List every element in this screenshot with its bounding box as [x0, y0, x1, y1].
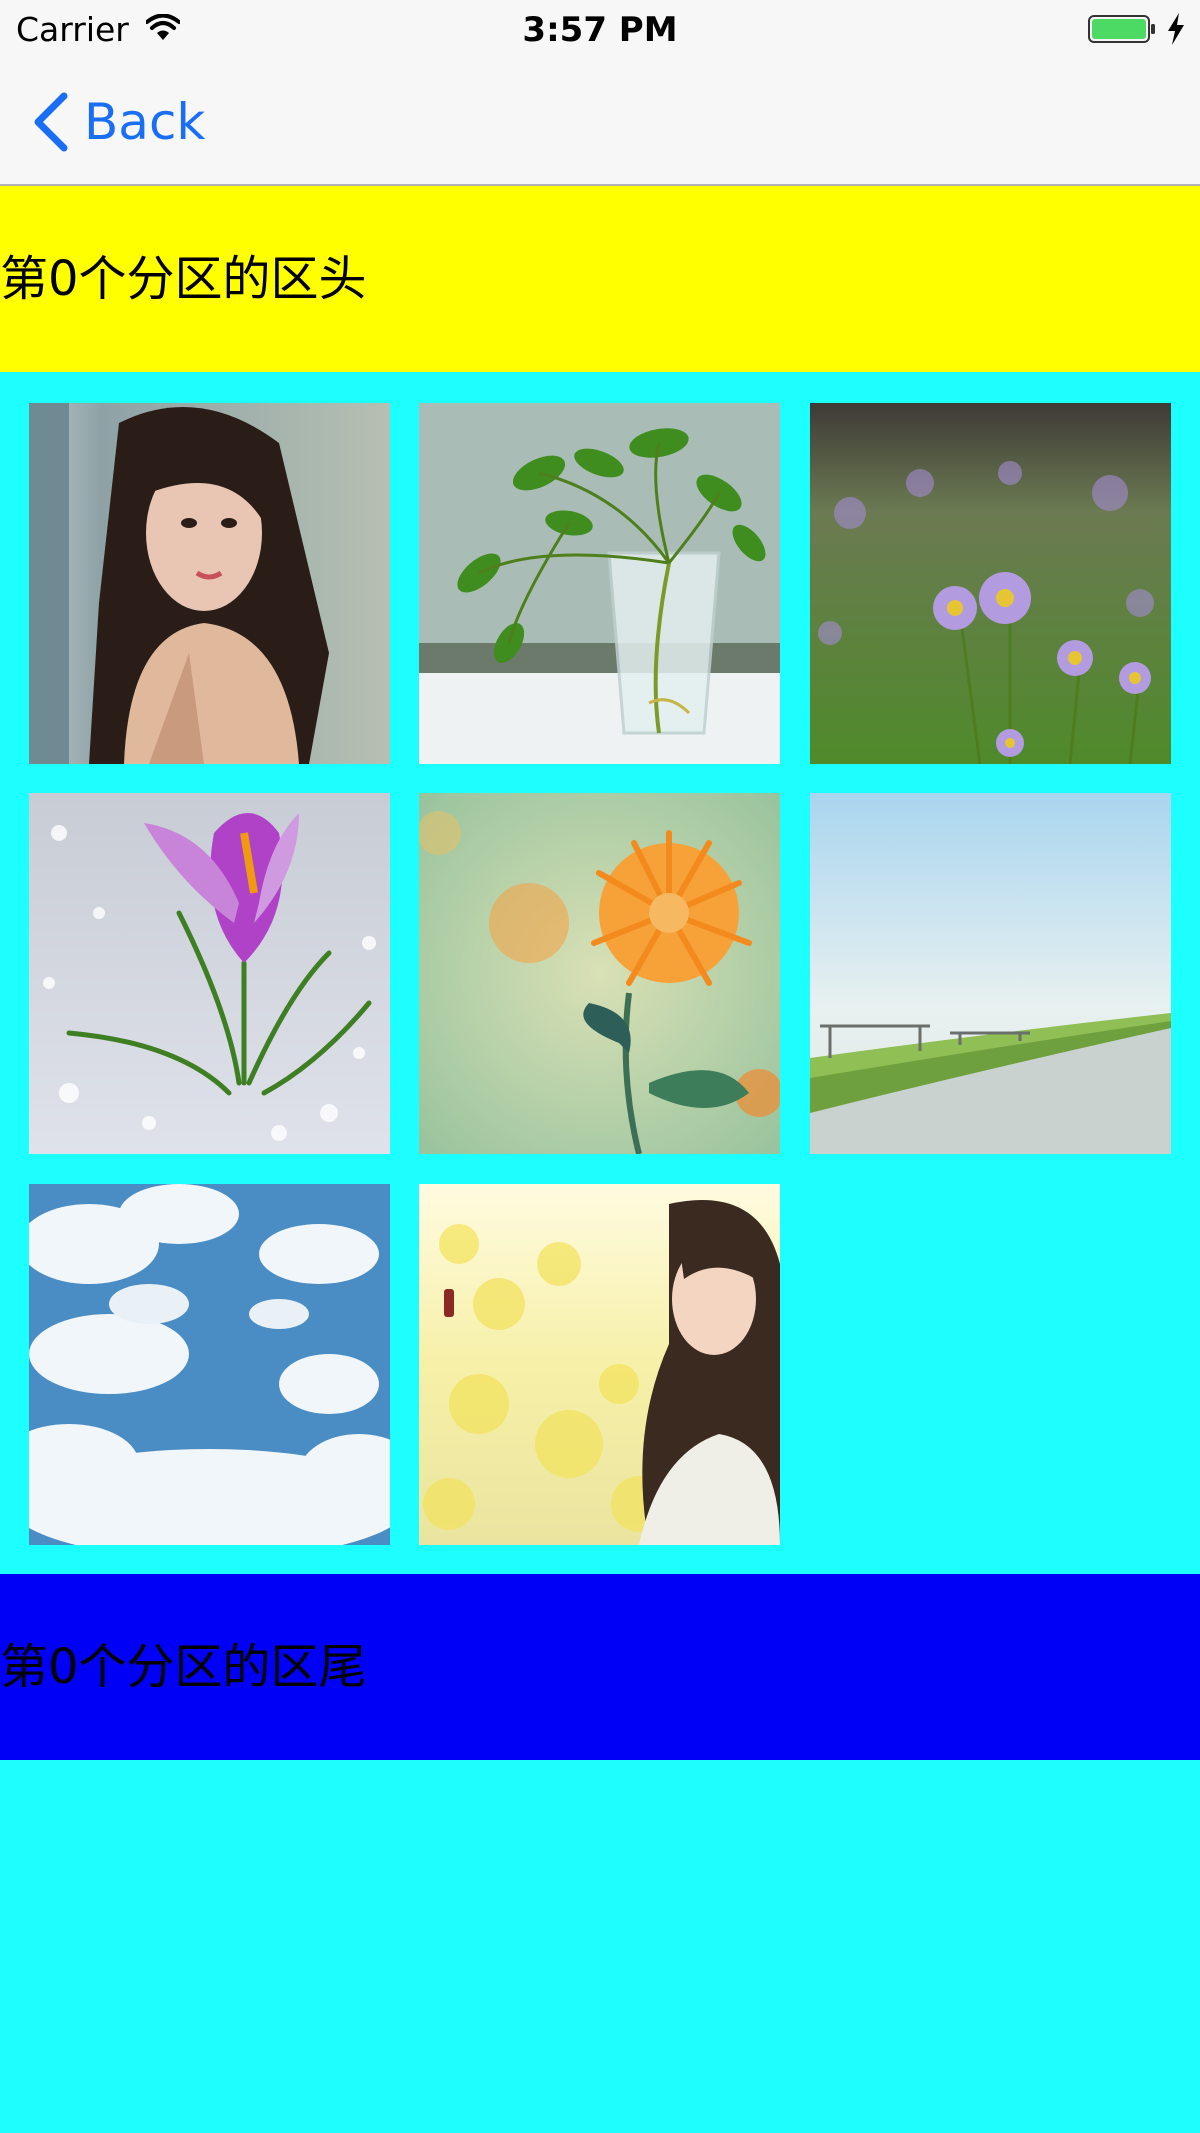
photo-cell-sky-clouds[interactable] — [29, 1184, 390, 1545]
woman-in-yellow-flowers-image — [419, 1184, 780, 1545]
section-header-text: 第0个分区的区头 — [0, 251, 367, 307]
blue-sky-clouds-image — [29, 1184, 390, 1545]
section-header: 第0个分区的区头 — [0, 186, 1200, 372]
photo-cell-woman-portrait[interactable] — [29, 403, 390, 764]
section-footer-text: 第0个分区的区尾 — [0, 1639, 367, 1695]
chevron-left-icon — [34, 92, 68, 152]
purple-crocus-in-snow-image — [29, 793, 390, 1154]
charging-bolt-icon — [1168, 13, 1184, 45]
wifi-icon — [146, 14, 180, 40]
woman-portrait-image — [29, 403, 390, 764]
photo-cell-orange-chrysanthemum[interactable] — [419, 793, 780, 1154]
purple-daisies-field-image — [810, 403, 1171, 764]
orange-chrysanthemum-image — [419, 793, 780, 1154]
status-time: 3:57 PM — [522, 10, 678, 50]
plant-in-glass-vase-image — [419, 403, 780, 764]
navigation-bar: Back — [0, 60, 1200, 186]
photo-cell-grass-path[interactable] — [810, 793, 1171, 1154]
back-button[interactable]: Back — [30, 90, 205, 154]
photo-cell-purple-daisies[interactable] — [810, 403, 1171, 764]
photo-cell-woman-yellow-flowers[interactable] — [419, 1184, 780, 1545]
photo-cell-crocus-snow[interactable] — [29, 793, 390, 1154]
battery-icon — [1088, 15, 1155, 43]
carrier-label: Carrier — [16, 10, 129, 49]
status-bar: Carrier 3:57 PM — [0, 0, 1200, 60]
back-label: Back — [84, 93, 206, 151]
section-footer: 第0个分区的区尾 — [0, 1574, 1200, 1760]
grass-path-sky-image — [810, 793, 1171, 1154]
photo-cell-plant-vase[interactable] — [419, 403, 780, 764]
